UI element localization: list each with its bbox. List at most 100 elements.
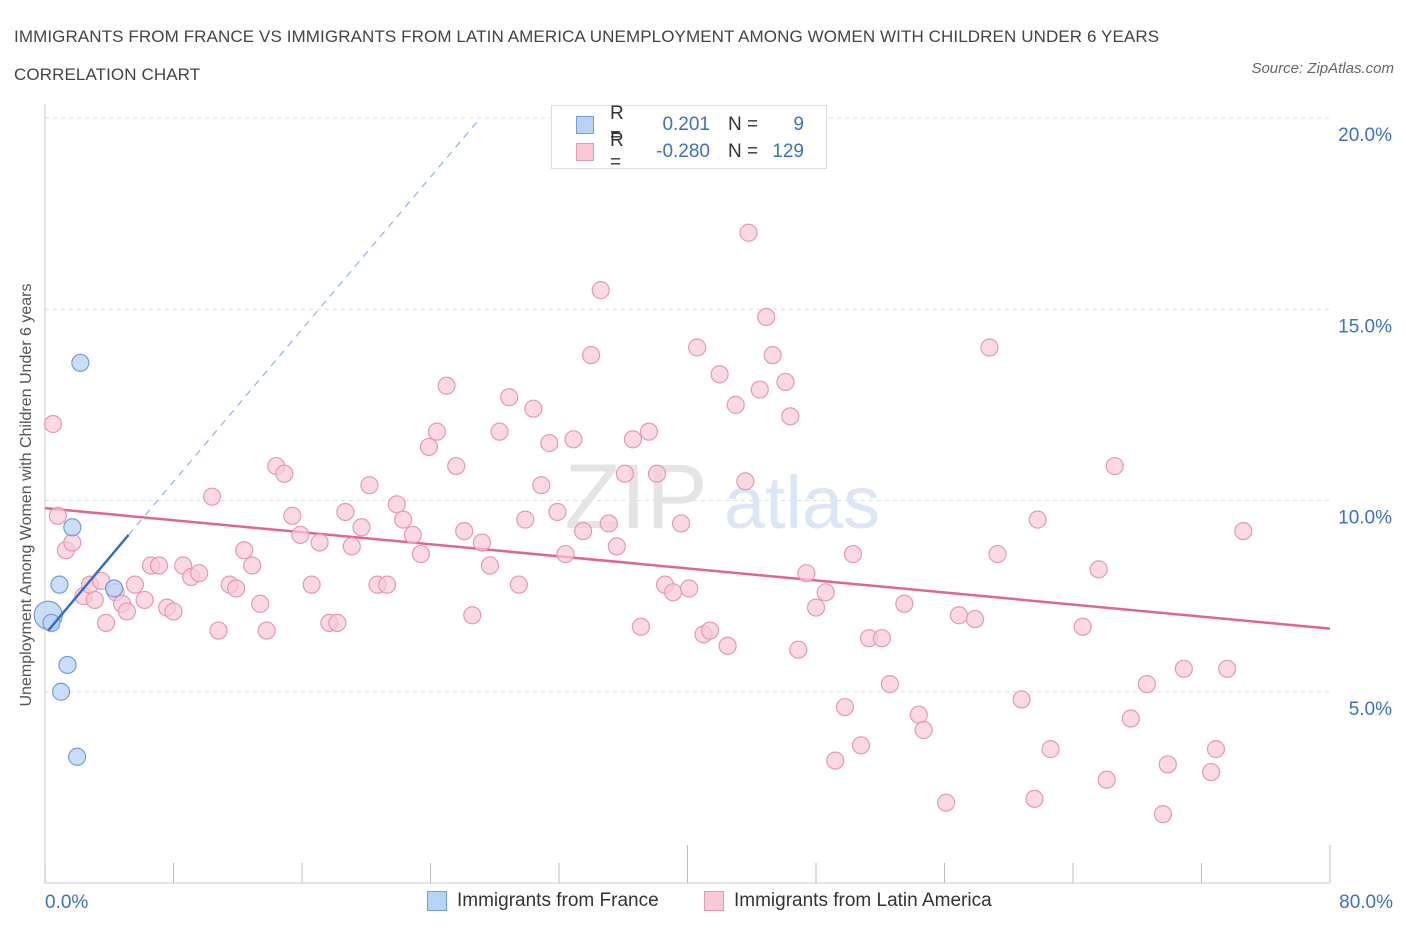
latam-point bbox=[149, 556, 169, 575]
y-tick-label: 15.0% bbox=[1338, 316, 1392, 337]
latam-point bbox=[1073, 617, 1092, 636]
latam-point bbox=[980, 338, 999, 357]
latam-point bbox=[949, 606, 969, 625]
latam-point bbox=[360, 476, 379, 495]
latam-trend-line bbox=[44, 506, 1331, 630]
latam-point bbox=[209, 621, 228, 640]
latam-point bbox=[419, 437, 438, 457]
latam-point bbox=[490, 422, 509, 441]
latam-point bbox=[826, 751, 845, 770]
latam-point bbox=[965, 609, 985, 629]
legend-swatch-latam bbox=[576, 143, 594, 161]
latam-point bbox=[310, 533, 329, 552]
latam-point bbox=[1158, 755, 1177, 774]
latam-point bbox=[1012, 690, 1031, 709]
latam-point bbox=[700, 621, 720, 640]
correlation-legend: R = 0.201 N = 9 R = -0.280 N = 129 bbox=[551, 103, 827, 173]
latam-point bbox=[1121, 709, 1140, 728]
latam-point bbox=[275, 464, 294, 483]
latam-point bbox=[1153, 805, 1173, 824]
latam-point bbox=[472, 533, 491, 552]
france-point bbox=[50, 575, 69, 594]
latam-point bbox=[447, 456, 466, 476]
latam-point bbox=[403, 525, 422, 545]
latam-point bbox=[463, 606, 482, 625]
tick-labels: 5.0% 10.0% 15.0% 20.0% 0.0% 80.0% bbox=[45, 125, 1393, 913]
latam-point bbox=[548, 502, 567, 522]
latam-point bbox=[895, 594, 914, 613]
latam-point bbox=[1206, 740, 1226, 759]
latam-point bbox=[757, 307, 776, 326]
y-tick-label: 5.0% bbox=[1349, 699, 1392, 720]
latam-point bbox=[776, 372, 795, 392]
y-tick-label: 10.0% bbox=[1338, 508, 1392, 529]
series-legend-latam: Immigrants from Latin America bbox=[704, 890, 992, 912]
latam-point bbox=[243, 556, 262, 575]
france-trend-line bbox=[47, 534, 130, 632]
france-point bbox=[63, 518, 82, 537]
latam-point bbox=[573, 521, 593, 541]
latam-point bbox=[1025, 789, 1044, 808]
latam-point bbox=[342, 537, 361, 556]
latam-point bbox=[411, 544, 430, 564]
latam-point bbox=[43, 414, 63, 434]
trend-lines bbox=[44, 117, 1331, 630]
legend-r-label: R = bbox=[610, 130, 624, 173]
latam-point bbox=[336, 502, 355, 522]
latam-point bbox=[789, 640, 808, 659]
latam-point bbox=[556, 544, 575, 564]
latam-point bbox=[710, 365, 729, 384]
latam-point bbox=[763, 346, 782, 365]
latam-point bbox=[663, 583, 683, 602]
legend-n-value: 129 bbox=[772, 141, 804, 162]
latam-point bbox=[835, 697, 855, 717]
latam-point bbox=[540, 434, 559, 453]
source-label: Source: ZipAtlas.com bbox=[1251, 60, 1394, 77]
latam-point bbox=[500, 388, 519, 407]
latam-point bbox=[680, 579, 699, 598]
latam-point bbox=[164, 602, 183, 621]
latam-point bbox=[599, 514, 618, 533]
latam-point bbox=[352, 518, 371, 537]
latam-point bbox=[48, 506, 67, 525]
latam-point bbox=[378, 575, 397, 594]
france-point bbox=[51, 682, 71, 701]
latam-point bbox=[302, 575, 321, 594]
latam-point bbox=[615, 464, 634, 483]
x-tick-label-min: 0.0% bbox=[45, 892, 88, 913]
chart-title: IMMIGRANTS FROM FRANCE VS IMMIGRANTS FRO… bbox=[14, 27, 1160, 84]
latam-point bbox=[509, 575, 528, 594]
latam-point bbox=[607, 537, 626, 556]
legend-row-france: R = 0.201 N = 9 bbox=[576, 103, 804, 146]
legend-r-value: -0.280 bbox=[656, 141, 710, 162]
latam-point bbox=[235, 541, 254, 560]
latam-point bbox=[516, 510, 535, 529]
series-legend-france: Immigrants from France bbox=[427, 890, 659, 912]
latam-point bbox=[671, 514, 691, 533]
legend-r-value: 0.201 bbox=[662, 114, 710, 135]
latam-point bbox=[851, 736, 871, 755]
latam-point bbox=[190, 564, 209, 583]
france-points bbox=[33, 353, 130, 766]
latam-point bbox=[387, 495, 406, 514]
legend-row-latam: R = -0.280 N = 129 bbox=[576, 130, 804, 173]
axes bbox=[44, 104, 1331, 884]
latam-point bbox=[564, 430, 583, 449]
latam-point bbox=[63, 533, 82, 552]
france-point bbox=[104, 579, 124, 598]
latam-point bbox=[96, 613, 116, 633]
latam-point bbox=[257, 621, 276, 640]
latam-point bbox=[1041, 740, 1060, 759]
series-swatch-latam bbox=[704, 891, 724, 911]
latam-point bbox=[736, 472, 755, 491]
latam-point bbox=[85, 590, 104, 610]
latam-point bbox=[251, 594, 270, 613]
latam-point bbox=[524, 399, 543, 418]
latam-point bbox=[582, 346, 601, 365]
legend-n-label: N = bbox=[728, 114, 759, 135]
latam-point bbox=[647, 464, 667, 483]
latam-point bbox=[816, 583, 835, 602]
latam-point bbox=[202, 487, 222, 506]
france-point bbox=[68, 747, 87, 766]
